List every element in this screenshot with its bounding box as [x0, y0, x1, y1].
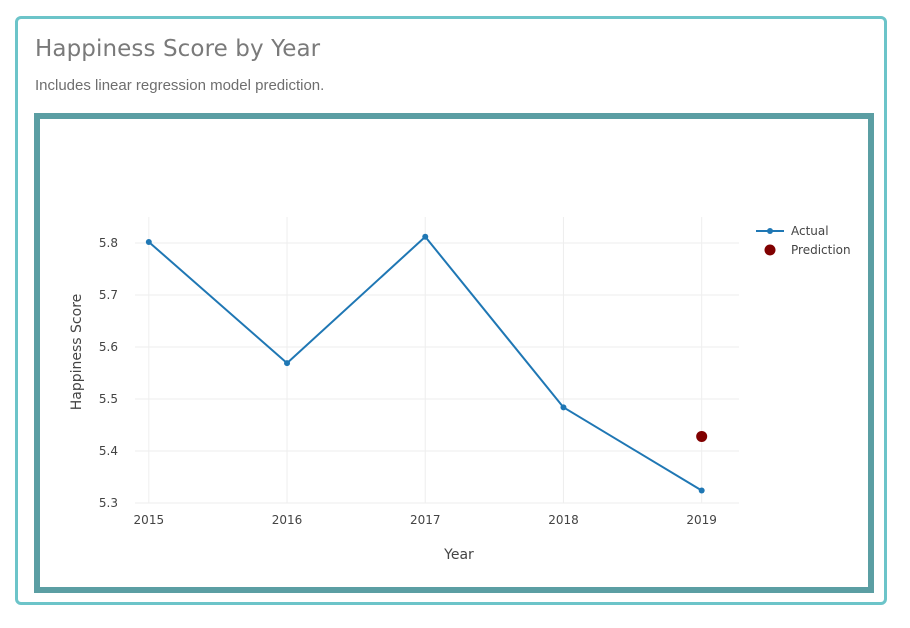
happiness-line-chart[interactable]: 5.3 5.4 5.5 5.6 5.7 5.8 2015 2016 2017 2018 2019 Ye… — [40, 119, 868, 587]
actual-data-point[interactable] — [560, 404, 567, 411]
y-axis-title: Happiness Score — [69, 294, 85, 411]
legend-layer: Actual Prediction — [756, 224, 851, 257]
actual-data-point[interactable] — [698, 487, 705, 494]
x-axis-title: Year — [443, 547, 474, 563]
prediction-data-point[interactable] — [696, 430, 708, 442]
legend-prediction-marker — [764, 244, 776, 256]
actual-data-point[interactable] — [145, 238, 152, 245]
legend-prediction-label[interactable]: Prediction — [791, 243, 851, 257]
y-tick-label: 5.4 — [99, 444, 118, 458]
x-tick-label: 2019 — [686, 513, 717, 527]
legend-actual-label[interactable]: Actual — [791, 224, 829, 238]
y-tick-label: 5.3 — [99, 496, 118, 510]
series-layer — [145, 233, 708, 494]
y-tick-label: 5.5 — [99, 392, 118, 406]
y-tick-label: 5.8 — [99, 236, 118, 250]
legend-actual-marker — [767, 228, 773, 234]
x-tick-label: 2017 — [410, 513, 441, 527]
plot-frame: 5.3 5.4 5.5 5.6 5.7 5.8 2015 2016 2017 2018 2019 Ye… — [34, 113, 874, 593]
y-tick-label: 5.7 — [99, 288, 118, 302]
chart-card: Happiness Score by Year Includes linear … — [15, 16, 887, 605]
x-tick-label: 2016 — [272, 513, 303, 527]
actual-data-point[interactable] — [422, 233, 429, 240]
axis-layer: 5.3 5.4 5.5 5.6 5.7 5.8 2015 2016 2017 2018 2019 Ye… — [69, 236, 717, 563]
actual-data-point[interactable] — [284, 360, 291, 367]
x-tick-label: 2018 — [548, 513, 579, 527]
y-tick-label: 5.6 — [99, 340, 118, 354]
card-subtitle: Includes linear regression model predict… — [35, 77, 325, 94]
card-title: Happiness Score by Year — [35, 36, 321, 62]
x-tick-label: 2015 — [134, 513, 165, 527]
grid-layer — [135, 217, 739, 504]
